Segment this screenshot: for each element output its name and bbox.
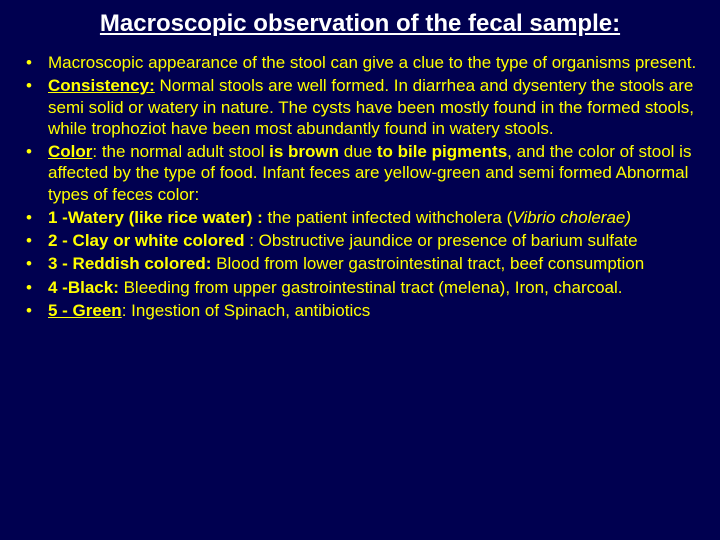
bullet-item: 3 - Reddish colored: Blood from lower ga… — [20, 253, 700, 274]
bullet-list: Macroscopic appearance of the stool can … — [20, 52, 700, 321]
slide-title: Macroscopic observation of the fecal sam… — [60, 10, 660, 38]
text-run: 3 - Reddish colored: — [48, 254, 216, 273]
text-run: to bile pigments — [377, 142, 507, 161]
text-run: : the normal adult stool — [92, 142, 269, 161]
text-run: is brown — [269, 142, 339, 161]
bullet-item: 2 - Clay or white colored : Obstructive … — [20, 230, 700, 251]
bullet-item: 5 - Green: Ingestion of Spinach, antibio… — [20, 300, 700, 321]
bullet-item: 4 -Black: Bleeding from upper gastrointe… — [20, 277, 700, 298]
text-run: Consistency: — [48, 76, 155, 95]
bullet-item: Macroscopic appearance of the stool can … — [20, 52, 700, 73]
bullet-item: 1 -Watery (like rice water) : the patien… — [20, 207, 700, 228]
text-run: Bleeding from upper gastrointestinal tra… — [119, 278, 623, 297]
text-run: 5 - Green — [48, 301, 122, 320]
text-run: due — [339, 142, 377, 161]
text-run: 2 - Clay or white colored — [48, 231, 245, 250]
text-run: 4 -Black: — [48, 278, 119, 297]
text-run: the patient infected withcholera ( — [268, 208, 513, 227]
bullet-item: Consistency: Normal stools are well form… — [20, 75, 700, 139]
text-run: : Obstructive jaundice or presence of ba… — [245, 231, 638, 250]
text-run: Color — [48, 142, 92, 161]
text-run: Blood from lower gastrointestinal tract,… — [216, 254, 644, 273]
bullet-item: Color: the normal adult stool is brown d… — [20, 141, 700, 205]
text-run: 1 -Watery (like rice water) : — [48, 208, 268, 227]
text-run: : Ingestion of Spinach, antibiotics — [122, 301, 371, 320]
slide: Macroscopic observation of the fecal sam… — [0, 0, 720, 540]
text-run: Vibrio cholerae) — [512, 208, 631, 227]
text-run: Macroscopic appearance of the stool can … — [48, 53, 696, 72]
